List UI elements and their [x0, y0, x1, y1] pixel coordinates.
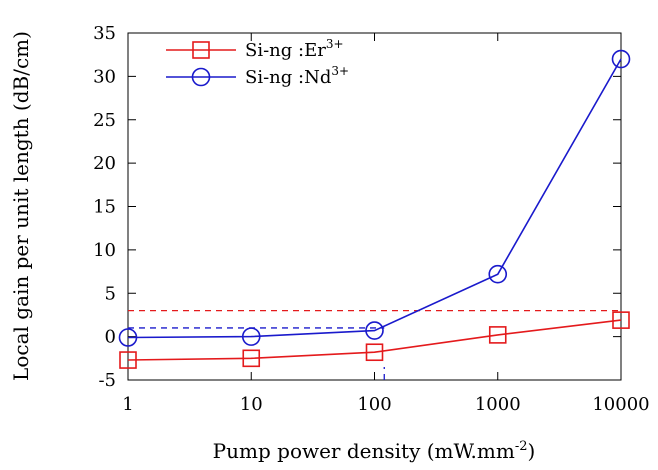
- y-tick-label: 10: [93, 240, 116, 261]
- data-point: [242, 349, 261, 368]
- data-point: [611, 49, 631, 69]
- y-tick-label: 30: [93, 66, 116, 87]
- legend-marker: [191, 67, 211, 87]
- y-axis-title: Local gain per unit length (dB/cm): [9, 31, 33, 381]
- reference-lines: [128, 309, 621, 380]
- data-point: [612, 311, 630, 329]
- legend-label: Si-ng :Er3+: [245, 37, 344, 61]
- x-tick-label: 100: [357, 394, 391, 415]
- y-tick-label: 35: [93, 23, 116, 44]
- y-tick-label: 0: [105, 327, 116, 348]
- y-tick-label: 25: [93, 110, 116, 131]
- data-point: [118, 328, 138, 347]
- data-point: [365, 343, 384, 362]
- x-tick-label: 10: [240, 394, 263, 415]
- series-line-1: [127, 58, 622, 339]
- data-point: [488, 264, 508, 284]
- data-point: [241, 327, 261, 346]
- y-tick-label: 15: [93, 197, 116, 218]
- y-tick-label: 5: [105, 283, 116, 304]
- x-tick-label: 10000: [592, 394, 649, 415]
- data-point: [365, 321, 384, 340]
- series-layer: [118, 49, 631, 369]
- series-line-0: [127, 319, 622, 361]
- y-tick-label: 20: [93, 153, 116, 174]
- data-point: [488, 326, 507, 344]
- y-tick-label: -5: [98, 370, 116, 391]
- legend-label: Si-ng :Nd3+: [245, 64, 349, 88]
- x-tick-label: 1000: [475, 394, 521, 415]
- x-tick-label: 1: [122, 394, 133, 415]
- axis-ticks: 1 10 100 1000 10000 -5 0 5 10 15 20 25 30 35: [93, 23, 650, 415]
- data-point: [119, 351, 137, 369]
- legend: Si-ng :Er3+ Si-ng :Nd3+: [166, 37, 349, 88]
- legend-marker: [192, 41, 210, 59]
- x-axis-title: Pump power density (mW.mm-2): [213, 439, 536, 463]
